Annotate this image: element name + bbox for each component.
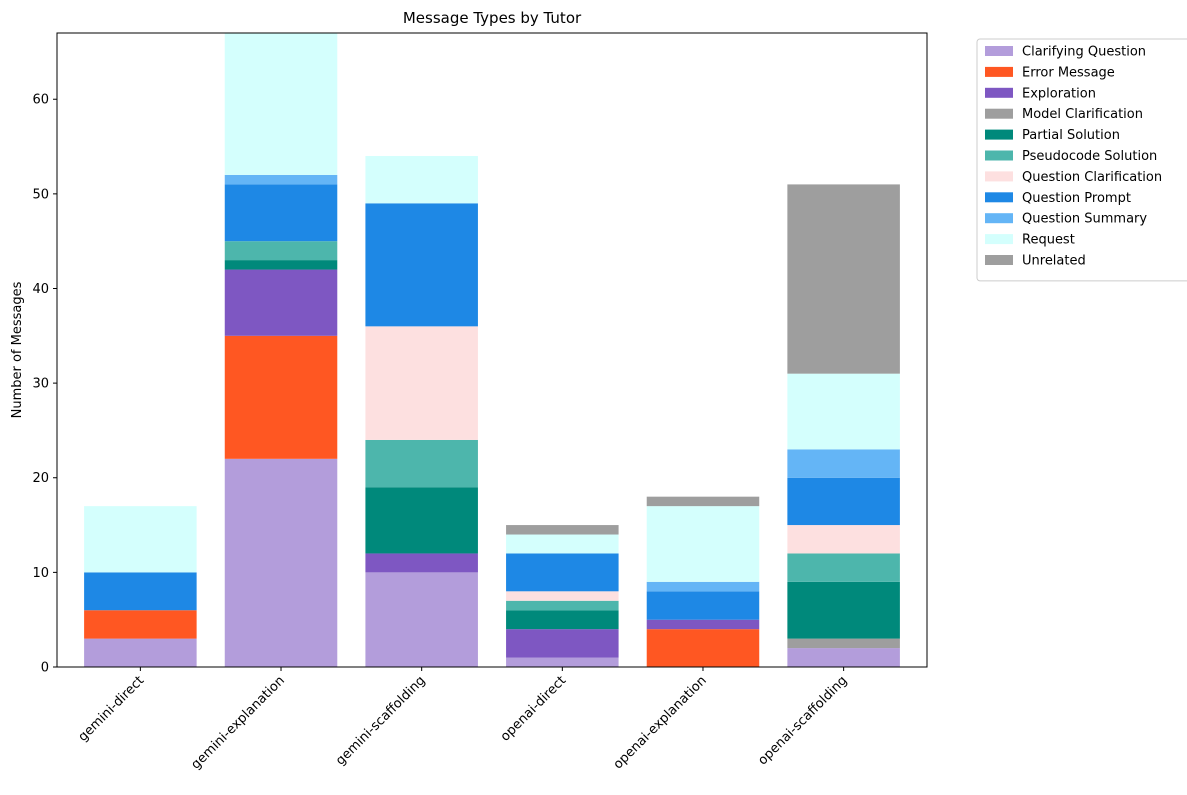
legend-label-clarifying-question: Clarifying Question [1022,45,1146,60]
bar-gemini-direct-error-message [84,610,197,639]
bar-gemini-scaffolding-partial-solution [365,487,478,554]
bars-layer [84,33,900,667]
bar-gemini-explanation-clarifying-question [224,458,338,667]
bar-gemini-scaffolding-question-clarification [365,326,478,440]
legend-label-question-clarification: Question Clarification [1022,170,1162,185]
bar-gemini-explanation-exploration [224,269,338,336]
chart-title: Message Types by Tutor [403,9,582,27]
legend-swatch-question-summary [985,213,1013,224]
legend-swatch-question-prompt [985,192,1013,203]
bar-gemini-explanation-request [224,33,338,175]
bar-openai-explanation-unrelated [646,496,760,507]
legend-frame [976,38,1187,282]
bar-gemini-scaffolding-question-prompt [365,203,478,327]
bar-openai-scaffolding-model-clarification [787,638,900,649]
legend-swatch-clarifying-question [985,46,1013,56]
legend-swatch-pseudocode-solution [985,150,1013,161]
y-tick-label: 0 [41,661,49,676]
bar-openai-direct-partial-solution [506,610,619,630]
bar-openai-scaffolding-question-prompt [787,477,900,526]
legend-label-exploration: Exploration [1022,86,1096,101]
bar-openai-direct-question-prompt [506,553,619,592]
bar-gemini-explanation-error-message [224,335,338,459]
bar-openai-explanation-error-message [646,629,760,667]
legend-swatch-error-message [985,66,1013,77]
bar-openai-direct-exploration [506,629,619,658]
legend-label-model-clarification: Model Clarification [1022,107,1143,122]
legend-swatch-unrelated [985,255,1013,265]
legend-label-request: Request [1022,233,1075,248]
bar-openai-explanation-request [646,506,760,582]
legend-label-question-prompt: Question Prompt [1022,191,1131,206]
bar-gemini-scaffolding-pseudocode-solution [365,439,478,488]
bar-openai-scaffolding-question-summary [787,449,900,478]
bar-openai-scaffolding-partial-solution [787,581,900,639]
bar-openai-explanation-question-summary [646,581,760,592]
bar-gemini-direct-clarifying-question [84,638,197,667]
bar-openai-direct-unrelated [506,525,619,535]
bar-gemini-explanation-pseudocode-solution [224,241,338,261]
bar-openai-explanation-exploration [646,619,760,630]
legend-label-error-message: Error Message [1022,65,1115,80]
bar-openai-scaffolding-clarifying-question [787,648,900,667]
legend-swatch-exploration [985,87,1013,98]
bar-openai-direct-pseudocode-solution [506,600,619,611]
legend-swatch-question-clarification [985,171,1013,182]
bar-gemini-direct-request [84,506,197,573]
legend-label-pseudocode-solution: Pseudocode Solution [1022,149,1157,164]
y-axis-label: Number of Messages [10,281,25,418]
legend-label-partial-solution: Partial Solution [1022,128,1120,143]
bar-openai-direct-clarifying-question [506,657,619,667]
bar-gemini-explanation-question-prompt [224,184,338,242]
bar-gemini-direct-question-prompt [84,572,197,611]
legend-swatch-partial-solution [985,129,1013,140]
bar-openai-direct-question-clarification [506,591,619,601]
y-tick-label: 50 [32,187,49,202]
legend-swatch-model-clarification [985,108,1013,119]
bar-openai-scaffolding-pseudocode-solution [787,553,900,582]
bar-gemini-explanation-question-summary [224,174,338,185]
legend-label-question-summary: Question Summary [1022,212,1147,227]
bar-gemini-explanation-partial-solution [224,260,338,270]
legend: Clarifying Question Error Message Explorat… [976,38,1187,282]
y-tick-label: 20 [32,471,49,486]
bar-gemini-scaffolding-exploration [365,553,478,573]
legend-label-unrelated: Unrelated [1022,254,1086,269]
y-tick-label: 40 [32,282,49,297]
bar-openai-scaffolding-question-clarification [787,525,900,554]
legend-swatch-request [985,234,1013,245]
bar-gemini-scaffolding-request [365,156,478,204]
bar-openai-scaffolding-unrelated [787,184,900,374]
bar-openai-scaffolding-request [787,373,900,450]
y-tick-label: 10 [32,566,49,581]
y-tick-label: 60 [32,93,49,108]
bar-openai-direct-request [506,534,619,554]
y-tick-label: 30 [32,377,49,392]
plot-frame [56,32,928,668]
bar-openai-explanation-question-prompt [646,591,760,620]
bar-gemini-scaffolding-clarifying-question [365,572,478,667]
